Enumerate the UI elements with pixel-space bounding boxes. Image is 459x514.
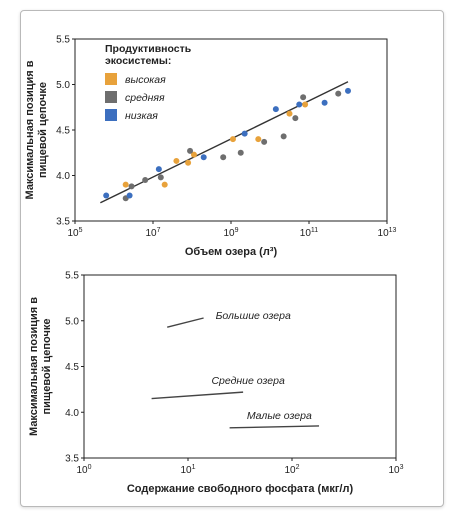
data-point	[161, 181, 168, 188]
x-tick-label-base: 10	[378, 228, 390, 239]
data-point	[286, 110, 293, 117]
x-tick-label: 102	[284, 464, 299, 476]
x-tick-label-base: 10	[388, 465, 400, 476]
data-point	[103, 192, 110, 199]
data-point	[280, 133, 287, 140]
data-point	[173, 157, 180, 164]
data-point	[296, 101, 303, 108]
data-point	[157, 174, 164, 181]
data-point	[122, 181, 129, 188]
x-tick-label: 101	[180, 464, 195, 476]
series-label: Малые озера	[247, 410, 312, 422]
data-point	[261, 138, 268, 145]
data-point	[345, 87, 351, 94]
x-tick-label-base: 10	[145, 228, 157, 239]
series-label: Средние озера	[211, 375, 284, 387]
x-tick-label-exp: 0	[88, 464, 92, 471]
y-axis-label-line: Максимальная позиция в	[28, 297, 40, 436]
y-axis-label-line: пищевой цепочке	[37, 82, 49, 178]
x-tick-label-exp: 11	[311, 227, 318, 234]
legend-swatch	[105, 109, 117, 121]
data-point	[302, 101, 309, 108]
x-tick-label: 105	[67, 227, 82, 239]
x-tick-label-base: 10	[76, 465, 88, 476]
legend-entry: низкая	[125, 110, 158, 122]
x-tick-label-base: 10	[284, 465, 296, 476]
data-point	[237, 149, 244, 156]
data-point	[200, 154, 207, 161]
y-tick-label: 5.5	[65, 271, 79, 282]
series-label: Большие озера	[216, 310, 291, 322]
x-tick-label: 100	[76, 464, 91, 476]
legend-title: экосистемы:	[105, 55, 171, 67]
x-tick-label-exp: 13	[389, 227, 397, 234]
y-axis-label: Максимальная позиция впищевой цепочке	[24, 60, 49, 199]
y-tick-label: 5.0	[65, 316, 79, 327]
data-point	[185, 159, 192, 166]
data-point	[255, 136, 262, 143]
data-point	[190, 151, 197, 158]
data-point	[229, 136, 236, 143]
y-tick-label: 4.0	[56, 171, 70, 182]
data-point	[142, 177, 149, 184]
x-tick-label-base: 10	[180, 465, 192, 476]
y-tick-label: 4.5	[65, 362, 79, 373]
series-line	[229, 425, 320, 429]
x-tick-label-exp: 2	[296, 464, 300, 471]
y-axis-label-line: Максимальная позиция в	[24, 60, 36, 199]
x-tick-label: 107	[145, 227, 160, 239]
y-axis-label: Максимальная позиция впищевой цепочке	[28, 297, 53, 436]
data-point	[187, 147, 194, 154]
y-tick-label: 5.5	[56, 35, 70, 46]
x-tick-label-base: 10	[300, 228, 312, 239]
figure-card	[20, 10, 444, 507]
y-tick-label: 4.0	[65, 408, 79, 419]
x-axis-label: Содержание свободного фосфата (мкг/л)	[127, 483, 354, 495]
x-tick-label: 103	[388, 464, 403, 476]
data-point	[272, 106, 279, 113]
x-tick-label: 109	[223, 227, 238, 239]
x-tick-label-exp: 5	[79, 227, 83, 234]
data-point	[155, 166, 162, 173]
x-tick-label-exp: 9	[235, 227, 239, 234]
legend-swatch	[105, 73, 117, 85]
data-point	[220, 154, 227, 161]
data-point	[321, 99, 328, 106]
series-line	[151, 391, 244, 400]
data-point	[128, 183, 135, 190]
x-tick-label-base: 10	[67, 228, 79, 239]
trendline	[100, 81, 349, 204]
x-tick-label-base: 10	[223, 228, 235, 239]
x-tick-label-exp: 3	[400, 464, 404, 471]
x-tick-label-exp: 7	[157, 227, 161, 234]
legend-entry: высокая	[125, 74, 166, 86]
y-axis-label-line: пищевой цепочке	[41, 319, 53, 415]
legend-entry: средняя	[125, 92, 165, 104]
plot-frame	[83, 274, 397, 459]
y-tick-label: 3.5	[56, 217, 70, 228]
y-tick-label: 4.5	[56, 126, 70, 137]
data-point	[335, 90, 342, 97]
y-tick-label: 5.0	[56, 80, 70, 91]
data-point	[241, 130, 248, 137]
x-tick-label-exp: 1	[192, 464, 196, 471]
y-tick-label: 3.5	[65, 454, 79, 465]
data-point	[126, 192, 133, 199]
x-axis-label: Объем озера (л³)	[185, 246, 278, 258]
x-tick-label: 1013	[378, 227, 397, 239]
series-line	[167, 317, 204, 328]
data-point	[300, 94, 307, 101]
x-tick-label: 1011	[300, 227, 318, 239]
legend-swatch	[105, 91, 117, 103]
legend-title: Продуктивность	[105, 43, 192, 55]
data-point	[292, 115, 299, 122]
